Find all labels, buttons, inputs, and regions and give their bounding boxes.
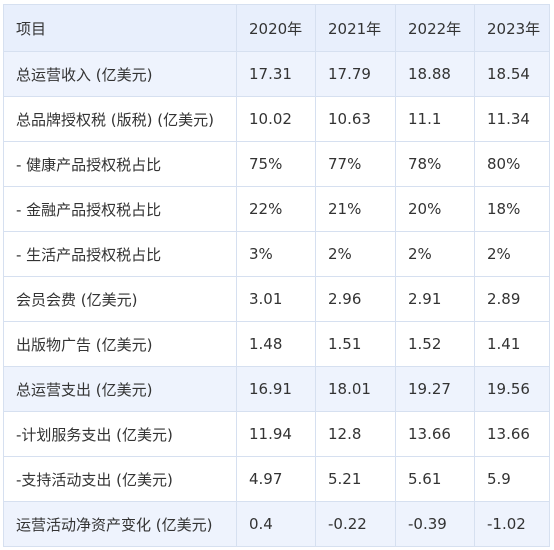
cell-value: 2%	[395, 231, 475, 277]
row-label: 总品牌授权税 (版税) (亿美元)	[3, 96, 237, 142]
cell-value: 1.51	[315, 321, 396, 367]
cell-value: 17.79	[315, 51, 396, 97]
table-body: 总运营收入 (亿美元) 17.31 17.79 18.88 18.54 总品牌授权税 (版…	[3, 51, 550, 547]
cell-value: 19.56	[474, 366, 550, 412]
cell-value: 5.21	[315, 456, 396, 502]
table-row: 会员会费 (亿美元) 3.01 2.96 2.91 2.89	[3, 276, 550, 322]
cell-value: 16.91	[236, 366, 316, 412]
cell-value: -1.02	[474, 501, 550, 547]
header-year-2023: 2023年	[474, 4, 550, 52]
row-label: -支持活动支出 (亿美元)	[3, 456, 237, 502]
header-year-2021: 2021年	[315, 4, 396, 52]
table-row: 总运营收入 (亿美元) 17.31 17.79 18.88 18.54	[3, 51, 550, 97]
cell-value: 5.61	[395, 456, 475, 502]
table-row: - 生活产品授权税占比 3% 2% 2% 2%	[3, 231, 550, 277]
cell-value: 3.01	[236, 276, 316, 322]
cell-value: 19.27	[395, 366, 475, 412]
table-row: 运营活动净资产变化 (亿美元) 0.4 -0.22 -0.39 -1.02	[3, 501, 550, 547]
cell-value: 3%	[236, 231, 316, 277]
cell-value: 11.1	[395, 96, 475, 142]
cell-value: 75%	[236, 141, 316, 187]
cell-value: 17.31	[236, 51, 316, 97]
row-label: -计划服务支出 (亿美元)	[3, 411, 237, 457]
header-year-2020: 2020年	[236, 4, 316, 52]
table-row: -支持活动支出 (亿美元) 4.97 5.21 5.61 5.9	[3, 456, 550, 502]
cell-value: 80%	[474, 141, 550, 187]
cell-value: 11.34	[474, 96, 550, 142]
cell-value: 21%	[315, 186, 396, 232]
cell-value: 1.41	[474, 321, 550, 367]
cell-value: 18.54	[474, 51, 550, 97]
row-label: - 生活产品授权税占比	[3, 231, 237, 277]
header-row: 项目 2020年 2021年 2022年 2023年	[3, 4, 550, 52]
financial-table: 项目 2020年 2021年 2022年 2023年 总运营收入 (亿美元) 17…	[3, 4, 550, 547]
row-label: - 健康产品授权税占比	[3, 141, 237, 187]
table-header: 项目 2020年 2021年 2022年 2023年	[3, 4, 550, 52]
table-row: 总品牌授权税 (版税) (亿美元) 10.02 10.63 11.1 11.34	[3, 96, 550, 142]
cell-value: 2.91	[395, 276, 475, 322]
cell-value: 20%	[395, 186, 475, 232]
table-row: -计划服务支出 (亿美元) 11.94 12.8 13.66 13.66	[3, 411, 550, 457]
header-year-2022: 2022年	[395, 4, 475, 52]
table-row: - 健康产品授权税占比 75% 77% 78% 80%	[3, 141, 550, 187]
row-label: 会员会费 (亿美元)	[3, 276, 237, 322]
cell-value: 18%	[474, 186, 550, 232]
row-label: 总运营收入 (亿美元)	[3, 51, 237, 97]
cell-value: 13.66	[474, 411, 550, 457]
cell-value: 1.48	[236, 321, 316, 367]
cell-value: 18.88	[395, 51, 475, 97]
cell-value: 18.01	[315, 366, 396, 412]
data-table-container: 项目 2020年 2021年 2022年 2023年 总运营收入 (亿美元) 17…	[3, 4, 550, 547]
row-label: 出版物广告 (亿美元)	[3, 321, 237, 367]
row-label: 运营活动净资产变化 (亿美元)	[3, 501, 237, 547]
cell-value: 2%	[474, 231, 550, 277]
cell-value: 10.63	[315, 96, 396, 142]
cell-value: 78%	[395, 141, 475, 187]
row-label: 总运营支出 (亿美元)	[3, 366, 237, 412]
cell-value: -0.39	[395, 501, 475, 547]
row-label: - 金融产品授权税占比	[3, 186, 237, 232]
cell-value: 13.66	[395, 411, 475, 457]
cell-value: 2.89	[474, 276, 550, 322]
table-row: 出版物广告 (亿美元) 1.48 1.51 1.52 1.41	[3, 321, 550, 367]
cell-value: 11.94	[236, 411, 316, 457]
cell-value: 77%	[315, 141, 396, 187]
header-item: 项目	[3, 4, 237, 52]
table-row: - 金融产品授权税占比 22% 21% 20% 18%	[3, 186, 550, 232]
cell-value: 2%	[315, 231, 396, 277]
cell-value: -0.22	[315, 501, 396, 547]
cell-value: 5.9	[474, 456, 550, 502]
cell-value: 1.52	[395, 321, 475, 367]
cell-value: 12.8	[315, 411, 396, 457]
cell-value: 2.96	[315, 276, 396, 322]
cell-value: 10.02	[236, 96, 316, 142]
cell-value: 0.4	[236, 501, 316, 547]
cell-value: 4.97	[236, 456, 316, 502]
cell-value: 22%	[236, 186, 316, 232]
table-row: 总运营支出 (亿美元) 16.91 18.01 19.27 19.56	[3, 366, 550, 412]
